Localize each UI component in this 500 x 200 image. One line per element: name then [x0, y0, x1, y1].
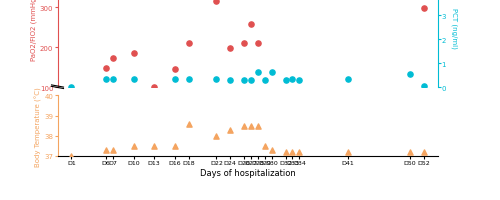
Point — [282, 79, 290, 82]
Point — [406, 73, 414, 76]
Point — [420, 150, 428, 154]
Point — [171, 144, 179, 148]
Point — [254, 42, 262, 46]
Point — [296, 79, 304, 82]
Point — [261, 144, 269, 148]
Y-axis label: Body Temperature (°C): Body Temperature (°C) — [34, 86, 42, 166]
Point — [68, 154, 76, 158]
Point — [102, 148, 110, 152]
Point — [109, 78, 117, 81]
Point — [344, 78, 351, 81]
Point — [185, 78, 193, 81]
Y-axis label: PaO2/FiO2 (mmHg): PaO2/FiO2 (mmHg) — [30, 0, 37, 61]
Point — [130, 52, 138, 56]
Point — [102, 78, 110, 81]
Point — [268, 71, 276, 74]
Point — [240, 42, 248, 46]
Point — [240, 124, 248, 128]
Point — [344, 150, 351, 154]
Point — [247, 23, 255, 26]
Point — [150, 144, 158, 148]
Point — [130, 78, 138, 81]
Point — [288, 150, 296, 154]
Y-axis label: PCT (ng/ml): PCT (ng/ml) — [451, 8, 458, 48]
Point — [185, 42, 193, 46]
Point — [288, 78, 296, 81]
Point — [240, 79, 248, 82]
Point — [109, 58, 117, 61]
Point — [420, 85, 428, 88]
Point — [268, 148, 276, 152]
Point — [68, 86, 76, 89]
Point — [282, 150, 290, 154]
Point — [247, 79, 255, 82]
Point — [247, 124, 255, 128]
Point — [212, 0, 220, 4]
Point — [254, 71, 262, 74]
Point — [185, 122, 193, 126]
Point — [420, 7, 428, 10]
Point — [150, 86, 158, 90]
Point — [261, 79, 269, 82]
Point — [171, 68, 179, 72]
Point — [406, 150, 414, 154]
Point — [171, 78, 179, 81]
Point — [212, 134, 220, 138]
Point — [109, 148, 117, 152]
Point — [226, 128, 234, 132]
Point — [226, 47, 234, 50]
Point — [226, 79, 234, 82]
Point — [212, 78, 220, 81]
X-axis label: Days of hospitalization: Days of hospitalization — [200, 168, 296, 177]
Point — [130, 144, 138, 148]
Point — [254, 124, 262, 128]
Point — [102, 67, 110, 70]
Point — [296, 150, 304, 154]
